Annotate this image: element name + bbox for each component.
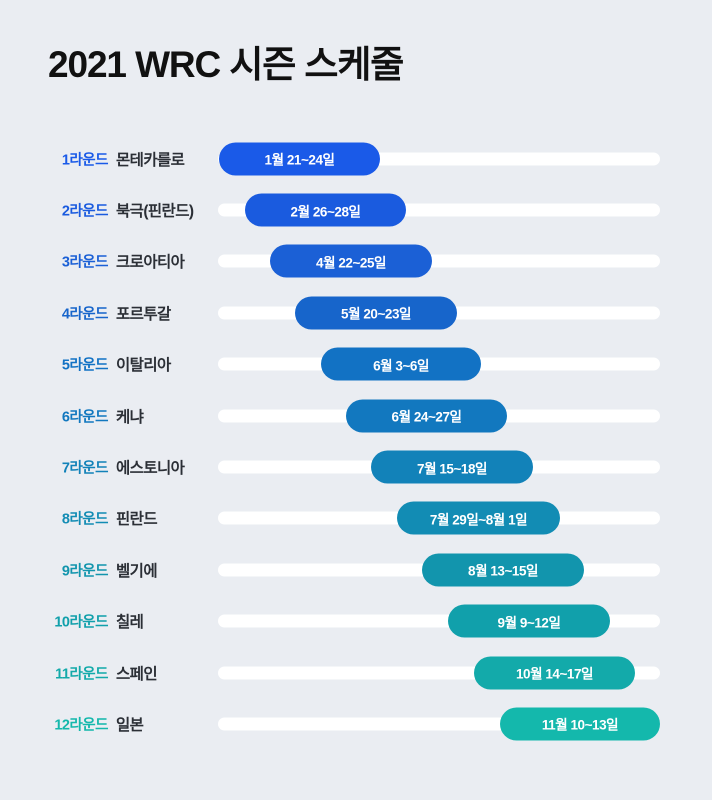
- table-row: 9라운드 벨기에 8월 13~15일: [0, 544, 712, 595]
- schedule-bar-label: 9월 9~12일: [497, 615, 561, 631]
- round-label: 5라운드: [61, 357, 109, 374]
- schedule-bar-label: 5월 20~23일: [341, 306, 411, 322]
- schedule-bar[interactable]: 8월 13~15일: [422, 553, 584, 587]
- schedule-bar[interactable]: 10월 14~17일: [474, 656, 635, 690]
- table-row: 10라운드 칠레 9월 9~12일: [0, 596, 712, 647]
- schedule-bar[interactable]: 7월 29일~8월 1일: [397, 501, 560, 535]
- table-row: 1라운드 몬테카를로 1월 21~24일: [0, 133, 712, 184]
- location-label: 몬테카를로: [116, 151, 185, 169]
- table-row: 5라운드 이탈리아 6월 3~6일: [0, 339, 712, 390]
- location-label: 케냐: [116, 408, 144, 426]
- table-row: 12라운드 일본 11월 10~13일: [0, 698, 712, 749]
- location-label: 일본: [116, 716, 144, 734]
- schedule-bar-label: 10월 14~17일: [515, 666, 594, 682]
- table-row: 4라운드 포르투갈 5월 20~23일: [0, 287, 712, 338]
- schedule-bar[interactable]: 9월 9~12일: [448, 604, 610, 638]
- schedule-bar-label: 4월 22~25일: [316, 255, 386, 271]
- round-label: 8라운드: [61, 511, 109, 528]
- schedule-bar-label: 2월 26~28일: [290, 204, 361, 220]
- location-label: 에스토니아: [116, 460, 185, 478]
- round-label: 7라운드: [61, 460, 109, 477]
- schedule-bar[interactable]: 2월 26~28일: [245, 193, 406, 227]
- round-label: 11라운드: [55, 666, 108, 683]
- round-label: 10라운드: [54, 614, 108, 631]
- table-row: 7라운드 에스토니아 7월 15~18일: [0, 441, 712, 492]
- location-label: 핀란드: [116, 511, 158, 529]
- table-row: 8라운드 핀란드 7월 29일~8월 1일: [0, 493, 712, 544]
- schedule-bar[interactable]: 7월 15~18일: [371, 450, 533, 484]
- schedule-bar-label: 6월 24~27일: [391, 409, 462, 425]
- schedule-bar[interactable]: 5월 20~23일: [295, 296, 457, 330]
- page-title: 2021 WRC 시즌 스케줄: [48, 44, 404, 85]
- location-label: 이탈리아: [116, 357, 171, 375]
- schedule-bar-label: 7월 29일~8월 1일: [429, 512, 528, 528]
- schedule-bar[interactable]: 4월 22~25일: [270, 244, 432, 278]
- schedule-bar[interactable]: 11월 10~13일: [500, 707, 660, 741]
- schedule-row-list: 1라운드 몬테카를로 1월 21~24일 2라운드 북극(핀란드) 2월 26~28일 3라…: [0, 133, 712, 750]
- schedule-bar[interactable]: 1월 21~24일: [219, 142, 380, 176]
- round-label: 6라운드: [61, 409, 109, 426]
- round-label: 9라운드: [61, 563, 109, 580]
- table-row: 6라운드 케냐 6월 24~27일: [0, 390, 712, 441]
- round-label: 4라운드: [61, 306, 109, 323]
- location-label: 칠레: [116, 614, 144, 632]
- schedule-bar-label: 7월 15~18일: [417, 461, 487, 477]
- table-row: 2라운드 북극(핀란드) 2월 26~28일: [0, 184, 712, 235]
- location-label: 스페인: [116, 665, 158, 683]
- location-label: 크로아티아: [116, 254, 185, 272]
- round-label: 12라운드: [54, 717, 108, 734]
- schedule-bar[interactable]: 6월 3~6일: [321, 347, 481, 381]
- round-label: 1라운드: [61, 152, 109, 169]
- schedule-bar[interactable]: 6월 24~27일: [346, 399, 507, 433]
- schedule-bar-label: 8월 13~15일: [468, 563, 538, 579]
- round-label: 2라운드: [61, 203, 109, 220]
- table-row: 11라운드 스페인 10월 14~17일: [0, 647, 712, 698]
- schedule-bar-label: 11월 10~13일: [541, 717, 619, 733]
- location-label: 포르투갈: [116, 305, 171, 323]
- round-label: 3라운드: [61, 254, 109, 271]
- location-label: 북극(핀란드): [116, 203, 194, 221]
- table-row: 3라운드 크로아티아 4월 22~25일: [0, 236, 712, 287]
- location-label: 벨기에: [116, 562, 158, 580]
- schedule-bar-label: 6월 3~6일: [373, 358, 429, 374]
- schedule-bar-label: 1월 21~24일: [264, 152, 335, 168]
